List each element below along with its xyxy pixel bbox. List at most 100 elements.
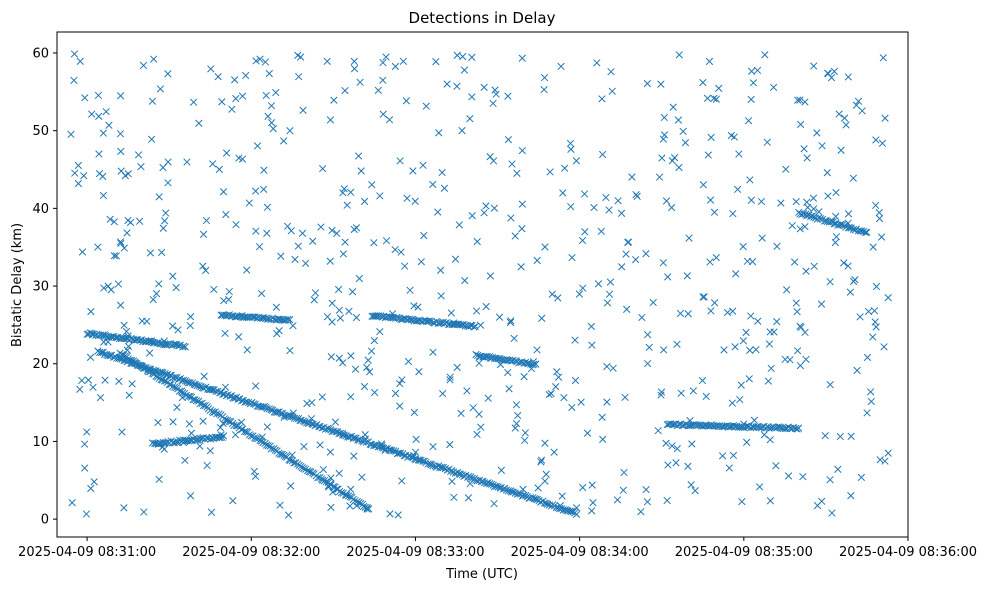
detection-marker <box>252 227 260 235</box>
detection-marker <box>511 424 519 432</box>
detection-marker <box>164 179 172 187</box>
detection-marker <box>213 433 221 442</box>
detection-marker <box>181 437 190 445</box>
detection-marker <box>215 165 223 174</box>
detection-marker <box>76 385 84 394</box>
detection-marker <box>417 258 425 266</box>
detection-marker <box>469 404 477 412</box>
detection-marker <box>623 305 631 313</box>
detection-marker <box>374 86 382 94</box>
detection-marker <box>465 472 473 480</box>
detection-marker <box>228 105 236 113</box>
detection-marker <box>382 53 390 61</box>
detection-marker <box>256 55 264 63</box>
x-axis-label: Time (UTC) <box>445 567 518 582</box>
detection-marker <box>213 410 221 418</box>
detection-marker <box>764 377 772 385</box>
detection-marker <box>124 332 132 340</box>
detection-marker <box>429 443 437 451</box>
detection-marker <box>684 462 692 470</box>
detection-marker <box>529 357 538 366</box>
detection-marker <box>286 316 294 324</box>
detection-marker <box>398 376 406 384</box>
detection-marker <box>286 126 294 135</box>
detection-marker <box>169 418 177 426</box>
detection-marker <box>122 327 131 336</box>
detection-marker <box>159 224 167 232</box>
detection-marker <box>796 96 804 104</box>
detection-marker <box>689 387 697 395</box>
detection-marker <box>287 482 295 490</box>
detection-marker <box>368 181 376 189</box>
detection-marker <box>353 502 361 510</box>
detection-marker <box>220 296 228 305</box>
detection-marker <box>660 113 668 122</box>
detection-marker <box>95 112 103 120</box>
detection-marker <box>514 411 522 420</box>
detection-marker <box>742 328 750 337</box>
detection-marker <box>757 197 766 206</box>
detection-marker <box>130 336 139 344</box>
detection-marker <box>252 435 260 443</box>
detection-marker <box>275 327 283 335</box>
detection-marker <box>765 340 774 348</box>
detection-marker <box>440 184 449 192</box>
detection-marker <box>554 294 562 302</box>
detection-marker <box>496 354 504 363</box>
detection-marker <box>844 210 853 218</box>
detection-marker <box>796 225 804 233</box>
detection-marker <box>871 201 880 210</box>
detection-marker <box>221 329 229 338</box>
detection-marker <box>567 145 575 153</box>
detection-marker <box>272 88 280 97</box>
detection-marker <box>347 188 355 196</box>
detection-marker <box>473 430 481 439</box>
detection-marker <box>152 290 161 298</box>
detection-marker <box>784 472 793 480</box>
detection-marker <box>310 296 318 304</box>
detection-marker <box>472 307 481 315</box>
detection-marker <box>673 445 681 453</box>
data-points <box>67 50 892 519</box>
detection-marker <box>835 110 843 118</box>
detection-marker <box>95 150 103 158</box>
detection-marker <box>218 98 226 106</box>
detection-marker <box>360 382 369 391</box>
detection-marker <box>608 87 616 95</box>
detection-marker <box>664 273 672 281</box>
detection-marker <box>307 468 315 476</box>
detection-marker <box>730 133 738 141</box>
detection-marker <box>412 435 420 443</box>
detection-marker <box>683 272 691 280</box>
detection-marker <box>200 372 208 380</box>
detection-marker <box>688 440 696 448</box>
detection-marker <box>206 406 215 414</box>
detection-marker <box>181 456 189 465</box>
detection-marker <box>663 496 671 505</box>
detection-marker <box>231 431 240 439</box>
detection-marker <box>817 300 826 308</box>
x-tick-label: 2025-04-09 08:35:00 <box>675 545 813 560</box>
detection-marker <box>225 417 233 426</box>
detection-marker <box>803 154 811 162</box>
detection-marker <box>83 428 91 436</box>
detection-marker <box>603 398 611 406</box>
detection-marker <box>78 248 87 256</box>
detection-marker <box>728 399 736 407</box>
detection-marker <box>340 185 348 193</box>
detection-marker <box>854 97 863 105</box>
detection-marker <box>870 307 879 315</box>
detection-marker <box>677 389 685 397</box>
detection-marker <box>165 380 174 389</box>
detection-marker <box>280 137 288 145</box>
detection-marker <box>572 510 581 518</box>
detection-marker <box>766 436 774 444</box>
detection-marker <box>183 158 191 166</box>
detection-marker <box>405 315 414 323</box>
detection-marker <box>70 76 78 85</box>
detection-marker <box>158 248 166 257</box>
detection-marker <box>82 510 91 518</box>
detection-marker <box>222 149 231 157</box>
detection-marker <box>269 125 277 133</box>
detection-marker <box>495 313 504 321</box>
